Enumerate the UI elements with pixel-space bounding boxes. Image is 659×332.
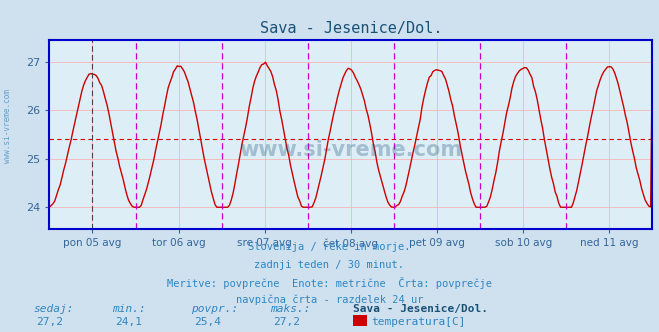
- Text: povpr.:: povpr.:: [191, 304, 239, 314]
- Text: zadnji teden / 30 minut.: zadnji teden / 30 minut.: [254, 260, 405, 270]
- Text: Slovenija / reke in morje.: Slovenija / reke in morje.: [248, 242, 411, 252]
- Text: www.si-vreme.com: www.si-vreme.com: [239, 139, 463, 160]
- Title: Sava - Jesenice/Dol.: Sava - Jesenice/Dol.: [260, 21, 442, 36]
- Text: 27,2: 27,2: [273, 317, 301, 327]
- Text: 24,1: 24,1: [115, 317, 142, 327]
- Text: sedaj:: sedaj:: [33, 304, 73, 314]
- Text: navpična črta - razdelek 24 ur: navpična črta - razdelek 24 ur: [236, 294, 423, 305]
- Text: www.si-vreme.com: www.si-vreme.com: [3, 89, 13, 163]
- Text: 27,2: 27,2: [36, 317, 63, 327]
- Text: temperatura[C]: temperatura[C]: [371, 317, 465, 327]
- Text: min.:: min.:: [112, 304, 146, 314]
- Text: maks.:: maks.:: [270, 304, 310, 314]
- Text: Meritve: povprečne  Enote: metrične  Črta: povprečje: Meritve: povprečne Enote: metrične Črta:…: [167, 277, 492, 289]
- Text: 25,4: 25,4: [194, 317, 221, 327]
- Text: Sava - Jesenice/Dol.: Sava - Jesenice/Dol.: [353, 304, 488, 314]
